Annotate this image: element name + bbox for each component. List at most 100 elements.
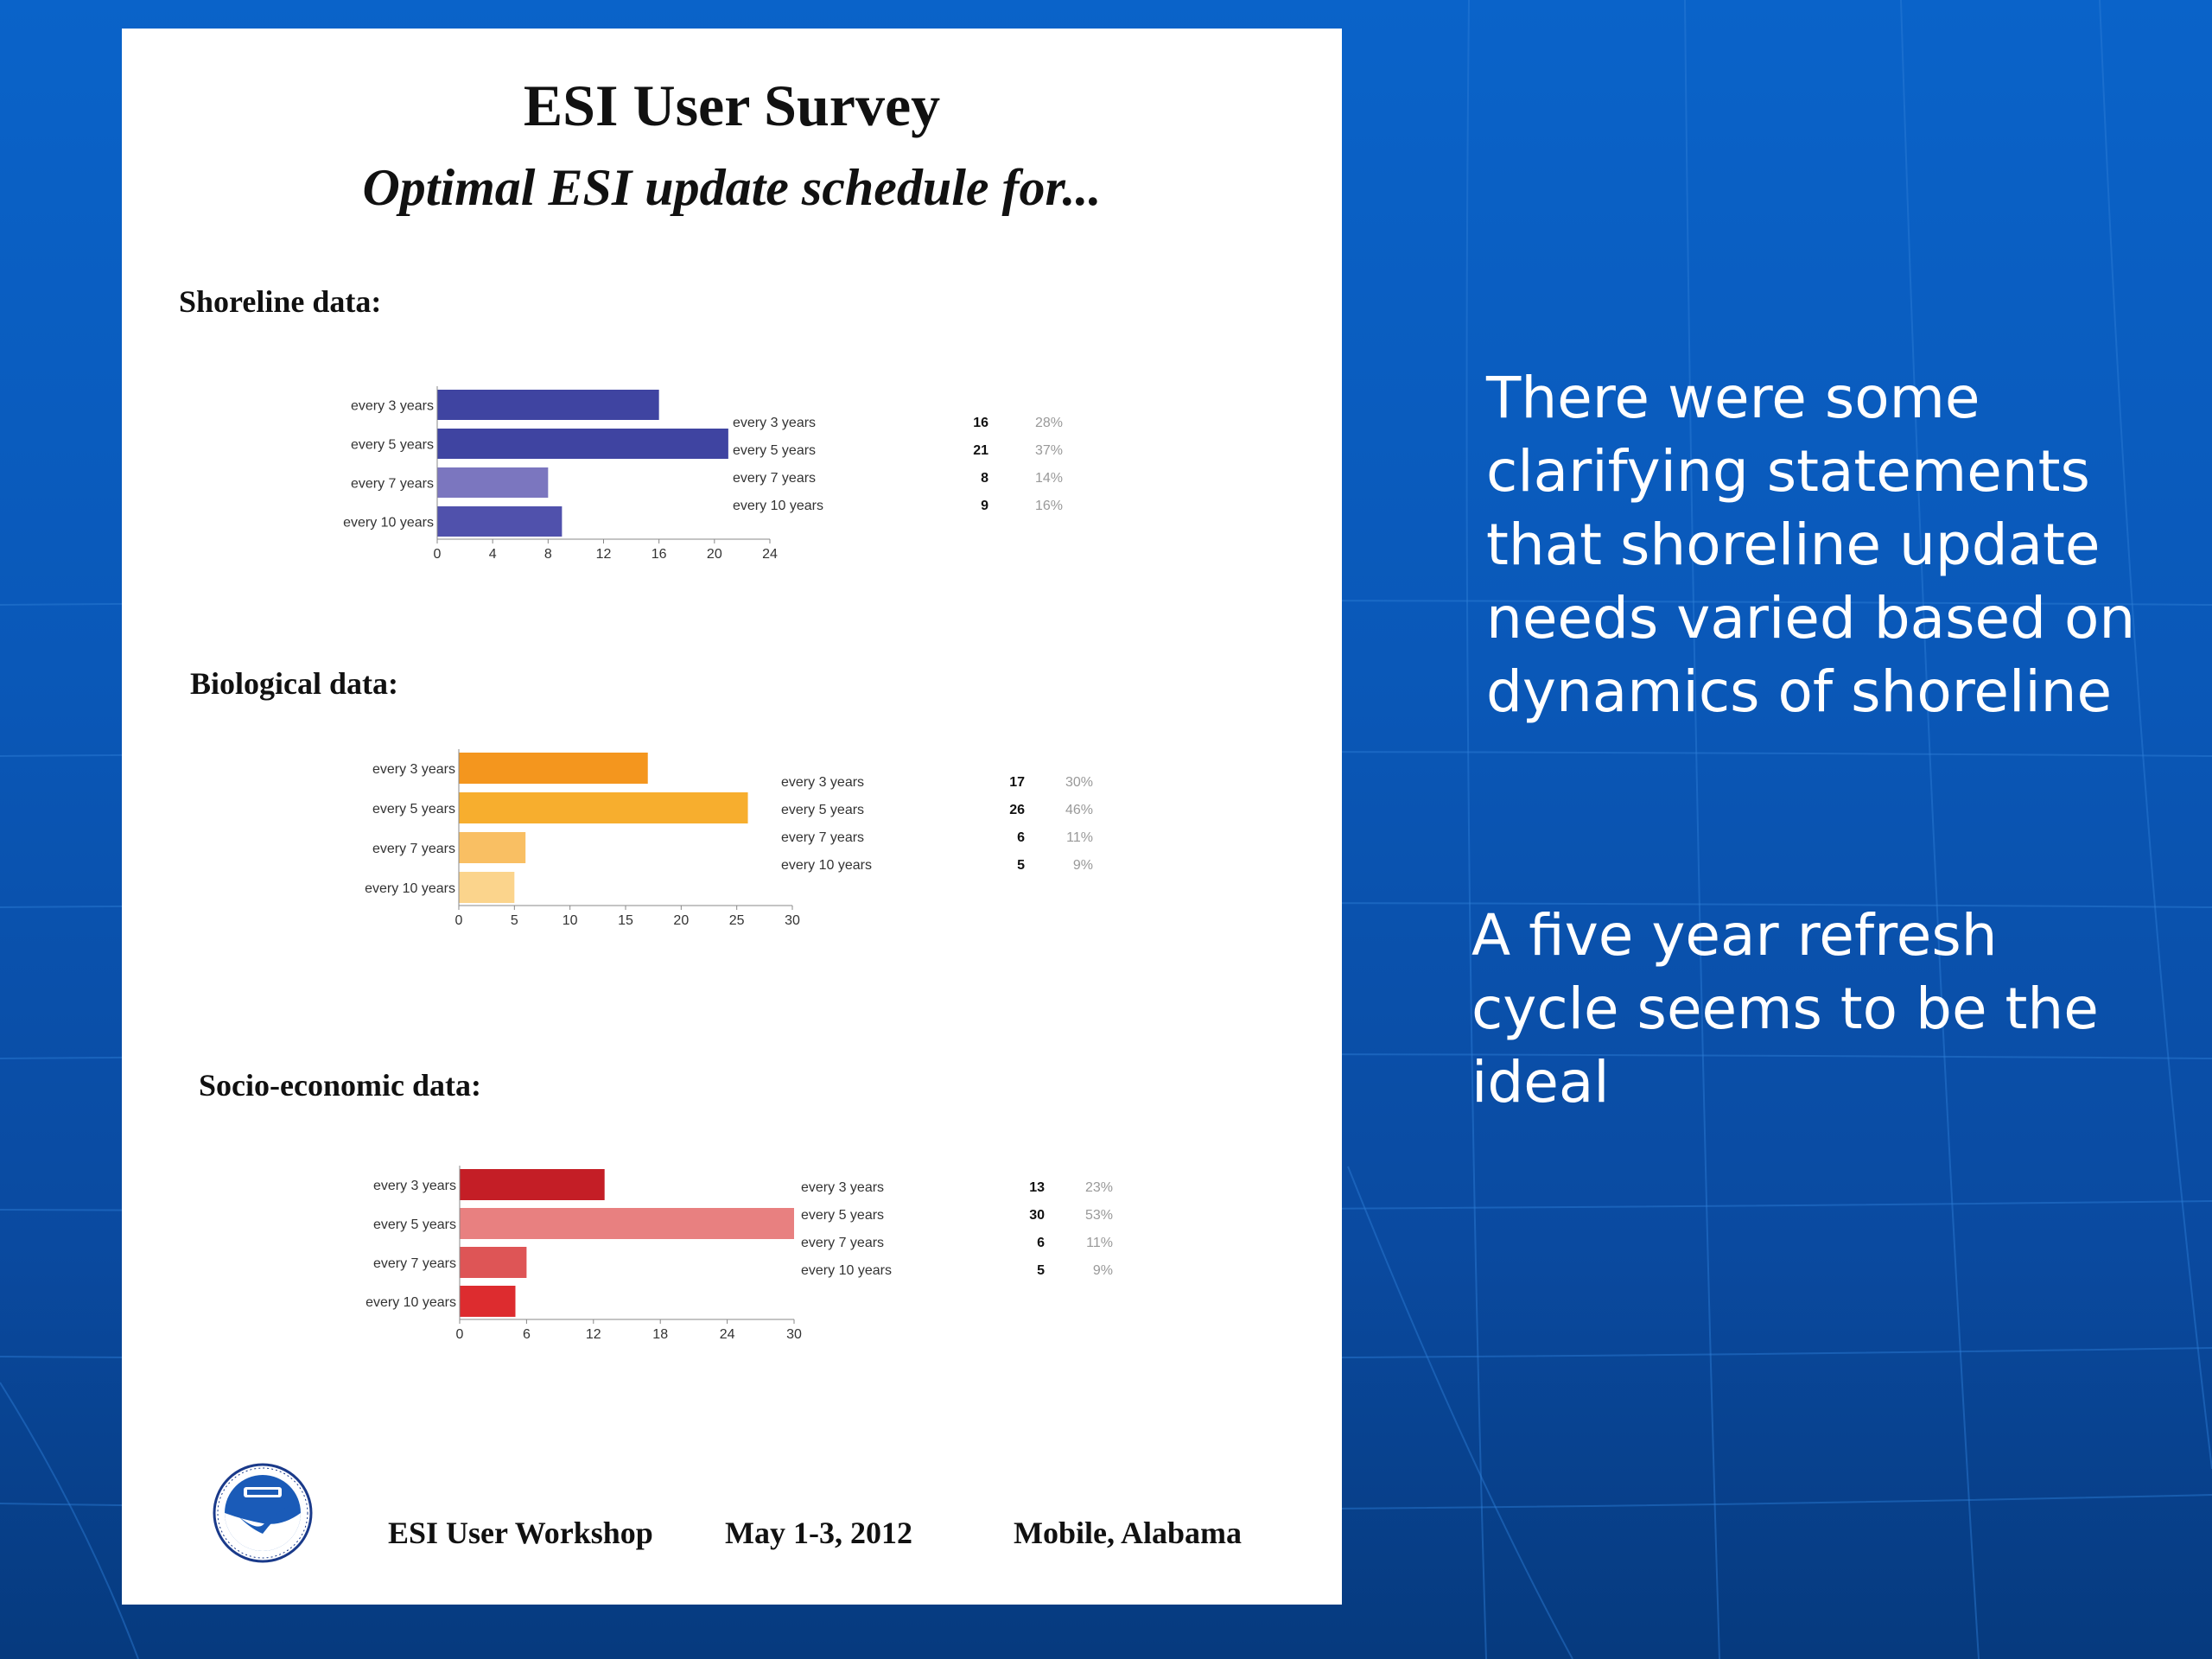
socio-economic-bar-chart: every 3 years every 5 years every 7 years e…: [365, 1166, 802, 1342]
row-count: 17: [1009, 775, 1025, 790]
x-tick-label: 24: [720, 1327, 735, 1342]
socio-economic-results-table: every 3 years 13 23% every 5 years 30 53% ever…: [801, 1180, 1294, 1278]
x-tick-label: 8: [544, 547, 552, 562]
row-count: 8: [981, 471, 988, 486]
table-row: every 5 years 30 53%: [801, 1208, 1294, 1225]
category-label: every 3 years: [351, 399, 434, 414]
row-label: every 10 years: [781, 858, 872, 873]
x-tick-label: 15: [618, 913, 633, 928]
row-count: 5: [1017, 858, 1025, 873]
shoreline-bar-chart: every 3 years every 5 years every 7 years e…: [343, 386, 778, 562]
biological-results-table: every 3 years 17 30% every 5 years 26 46% ever…: [781, 775, 1282, 873]
row-label: every 7 years: [801, 1236, 885, 1250]
row-count: 9: [981, 499, 988, 513]
row-count: 13: [1029, 1180, 1045, 1195]
x-tick-label: 20: [673, 913, 689, 928]
row-count: 26: [1009, 803, 1025, 817]
x-tick-label: 20: [707, 547, 722, 562]
x-tick-label: 0: [455, 913, 463, 928]
chart-bar: [459, 872, 515, 903]
document-subtitle: Optimal ESI update schedule for...: [362, 159, 1102, 216]
x-tick-label: 4: [489, 547, 497, 562]
row-count: 30: [1029, 1208, 1045, 1223]
category-label: every 10 years: [365, 881, 455, 896]
row-label: every 3 years: [781, 775, 865, 790]
row-percent: 11%: [1086, 1236, 1113, 1250]
side-note-shoreline: There were some clarifying statements th…: [1486, 361, 2135, 728]
footer-event: ESI User Workshop: [388, 1516, 653, 1550]
table-row: every 5 years 21 37%: [733, 443, 1225, 461]
row-count: 16: [973, 416, 988, 430]
side-note-five-year: A five year refresh cycle seems to be th…: [1471, 899, 2099, 1119]
biological-bar-chart: every 3 years every 5 years every 7 years e…: [365, 749, 800, 928]
x-tick-label: 0: [434, 547, 442, 562]
chart-bar: [459, 753, 648, 784]
chart-bar: [437, 467, 549, 498]
row-percent: 37%: [1034, 443, 1063, 458]
note-line: that shoreline update: [1486, 512, 2101, 578]
row-label: every 10 years: [801, 1263, 892, 1278]
category-label: every 7 years: [373, 1256, 456, 1271]
chart-bar: [437, 429, 728, 459]
x-tick-label: 30: [785, 913, 800, 928]
category-label: every 5 years: [373, 1217, 456, 1232]
row-percent: 9%: [1092, 1263, 1113, 1278]
table-row: every 10 years 5 9%: [801, 1263, 1294, 1281]
row-label: every 5 years: [733, 443, 817, 458]
table-row: every 10 years 9 16%: [733, 499, 1225, 516]
row-label: every 10 years: [733, 499, 823, 513]
chart-bar: [460, 1208, 794, 1239]
note-line: A five year refresh: [1471, 902, 1998, 969]
category-label: every 10 years: [343, 516, 434, 531]
category-label: every 10 years: [365, 1295, 456, 1310]
x-tick-label: 30: [786, 1327, 802, 1342]
row-count: 6: [1017, 830, 1025, 845]
socio-economic-section-label: Socio-economic data:: [199, 1068, 481, 1103]
table-row: every 10 years 5 9%: [781, 858, 1282, 875]
row-count: 21: [973, 443, 988, 458]
noaa-logo: [213, 1463, 313, 1563]
row-label: every 7 years: [781, 830, 865, 845]
row-percent: 9%: [1072, 858, 1093, 873]
category-label: every 3 years: [372, 762, 455, 777]
table-row: every 7 years 8 14%: [733, 471, 1225, 488]
row-percent: 28%: [1034, 416, 1063, 430]
document-title: ESI User Survey: [523, 73, 941, 138]
row-percent: 16%: [1034, 499, 1063, 513]
x-tick-label: 10: [563, 913, 578, 928]
note-line: ideal: [1471, 1049, 1610, 1116]
x-tick-label: 16: [652, 547, 667, 562]
note-line: cycle seems to be the: [1471, 976, 2099, 1042]
note-line: There were some: [1486, 365, 1980, 431]
table-row: every 3 years 13 23%: [801, 1180, 1294, 1198]
row-percent: 14%: [1034, 471, 1063, 486]
row-label: every 3 years: [733, 416, 817, 430]
note-line: dynamics of shoreline: [1486, 658, 2113, 725]
table-row: every 7 years 6 11%: [801, 1236, 1294, 1253]
note-line: needs varied based on: [1486, 585, 2136, 652]
x-tick-label: 12: [586, 1327, 601, 1342]
biological-section-label: Biological data:: [190, 666, 398, 701]
chart-bar: [460, 1286, 516, 1317]
x-tick-label: 18: [652, 1327, 668, 1342]
row-label: every 7 years: [733, 471, 817, 486]
row-percent: 30%: [1065, 775, 1093, 790]
chart-bar: [437, 506, 563, 537]
x-tick-label: 12: [596, 547, 612, 562]
shoreline-results-table: every 3 years 16 28% every 5 years 21 37% ever…: [733, 416, 1225, 513]
survey-document: ESI User Survey Optimal ESI update sched…: [122, 29, 1342, 1605]
chart-bar: [437, 390, 659, 420]
footer-location: Mobile, Alabama: [1014, 1516, 1243, 1550]
category-label: every 3 years: [373, 1179, 456, 1193]
chart-bar: [460, 1169, 605, 1200]
row-percent: 11%: [1066, 830, 1093, 845]
shoreline-section-label: Shoreline data:: [179, 284, 382, 319]
row-label: every 5 years: [801, 1208, 885, 1223]
x-tick-label: 24: [762, 547, 778, 562]
x-tick-label: 0: [456, 1327, 464, 1342]
x-tick-label: 25: [729, 913, 745, 928]
row-count: 6: [1037, 1236, 1045, 1250]
row-percent: 46%: [1065, 803, 1093, 817]
row-percent: 53%: [1084, 1208, 1113, 1223]
chart-bar: [459, 832, 526, 863]
